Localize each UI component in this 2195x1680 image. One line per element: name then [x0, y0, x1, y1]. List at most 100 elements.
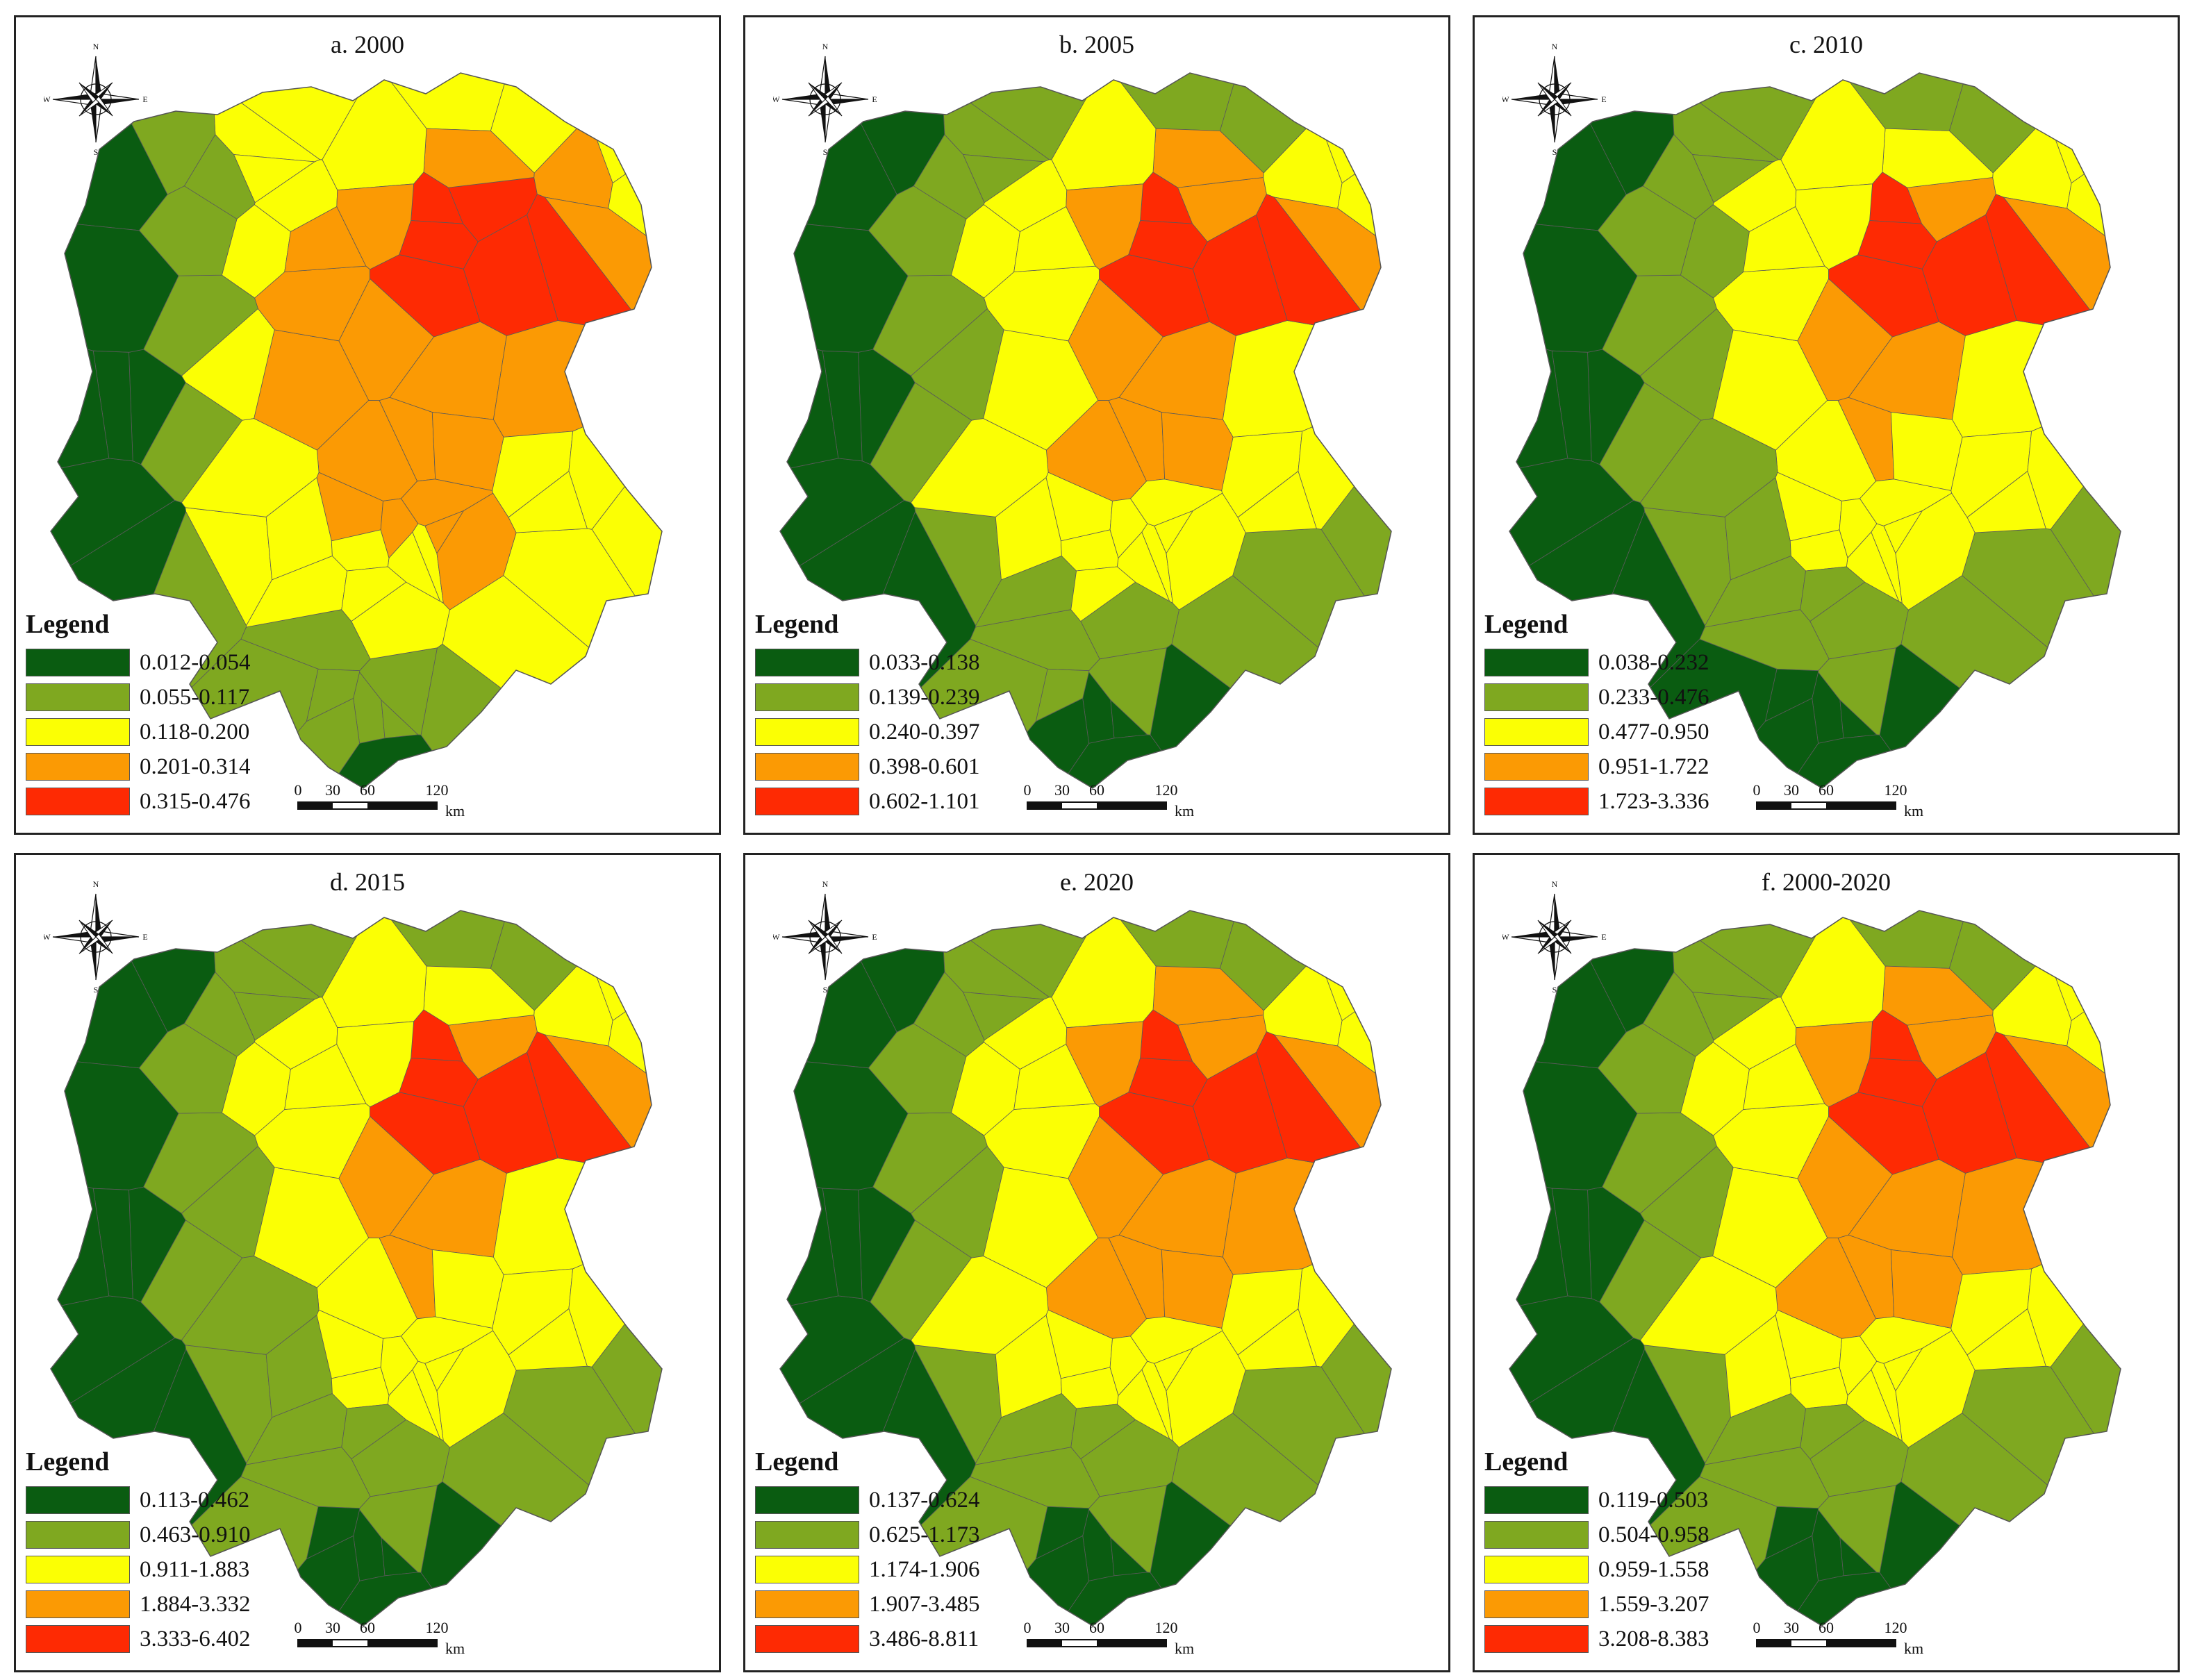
legend-item: 0.139-0.239 [755, 680, 980, 715]
scale-tick-label: 120 [1885, 1619, 1907, 1636]
legend-item: 3.208-8.383 [1484, 1622, 1709, 1656]
county-region [591, 1205, 662, 1562]
compass-label: N [1552, 879, 1558, 889]
scale-tick-label: 30 [325, 1619, 340, 1636]
county-region [463, 1051, 558, 1174]
scale-tick-label: 120 [426, 781, 449, 799]
county-region [1166, 492, 1246, 610]
compass-label: N [93, 42, 99, 51]
county-region [1890, 1249, 1963, 1329]
choropleth-map [50, 910, 663, 1627]
county-region [1192, 1051, 1288, 1174]
legend-item: 0.951-1.722 [1484, 749, 1709, 784]
choropleth-map [779, 910, 1392, 1627]
county-region [2050, 1205, 2121, 1562]
scale-tick-label: 30 [1784, 781, 1799, 799]
compass-label: S [94, 985, 99, 994]
legend-item: 0.315-0.476 [26, 784, 251, 819]
county-region [1890, 412, 1963, 491]
county-region [1222, 320, 1391, 438]
county-region [1775, 400, 1876, 501]
legend-swatch [1484, 1486, 1589, 1514]
county-region [2003, 1034, 2121, 1192]
north-arrow-icon: N S E W [773, 879, 877, 994]
county-region [1109, 498, 1148, 559]
county-region [1320, 1205, 1391, 1562]
county-region [181, 418, 320, 517]
legend-swatch [26, 718, 130, 746]
scale-unit: km [1904, 802, 1923, 820]
scale-tick-label: 0 [1024, 1619, 1032, 1636]
scale-tick-label: 0 [1753, 1619, 1761, 1636]
legend-item: 0.233-0.476 [1484, 680, 1709, 715]
legend-label: 1.884-3.332 [140, 1591, 251, 1617]
compass-label: W [773, 932, 780, 942]
legend: Legend 0.137-0.624 0.625-1.173 1.174-1.9… [755, 1447, 980, 1656]
legend: Legend 0.012-0.054 0.055-0.117 0.118-0.2… [26, 609, 251, 819]
legend-label: 0.033-0.138 [869, 649, 980, 675]
county-region [588, 910, 662, 1022]
scale-tick-label: 120 [1885, 781, 1907, 799]
county-region [181, 1256, 320, 1355]
county-region [341, 566, 407, 622]
legend-item: 0.240-0.397 [755, 715, 980, 749]
legend-swatch [755, 1486, 859, 1514]
map-panel-e: e. 2020 N S E W Legend 0.137-0.624 0.625-1.… [743, 853, 1450, 1672]
legend-swatch [1484, 1521, 1589, 1549]
scale-tick-label: 0 [295, 781, 302, 799]
legend-swatch [1484, 753, 1589, 781]
compass-label: E [142, 932, 147, 942]
county-region [1320, 367, 1391, 724]
map-panel-f: f. 2000-2020 N S E W Legend 0.119-0.503 0.5… [1473, 853, 2180, 1672]
compass-label: S [94, 147, 99, 156]
legend: Legend 0.113-0.462 0.463-0.910 0.911-1.8… [26, 1447, 251, 1656]
county-region [436, 492, 517, 610]
scale-tick-label: 120 [1155, 781, 1178, 799]
county-region [1161, 1249, 1234, 1329]
north-arrow-icon: N S E W [44, 42, 148, 156]
compass-label: S [823, 985, 828, 994]
county-region [463, 214, 558, 336]
map-panel-b: b. 2005 N S E W Legend 0.033-0.138 0.139-0.… [743, 15, 1450, 835]
legend-label: 0.625-1.173 [869, 1522, 980, 1547]
map-panel-c: c. 2010 N S E W Legend 0.038-0.232 0.233-0.… [1473, 15, 2180, 835]
county-region [1895, 1330, 1976, 1448]
county-region [2050, 367, 2121, 724]
county-region [913, 972, 985, 1057]
compass-label: N [822, 879, 829, 889]
scale-tick-label: 0 [1753, 781, 1761, 799]
county-region [1166, 1330, 1246, 1448]
compass-label: E [872, 94, 877, 104]
legend-item: 0.602-1.101 [755, 784, 980, 819]
legend-swatch [755, 1590, 859, 1618]
legend-label: 1.174-1.906 [869, 1556, 980, 1582]
scale-unit: km [1175, 1640, 1194, 1657]
county-region [1800, 1404, 1866, 1460]
scale-tick-label: 60 [360, 781, 375, 799]
legend-swatch [26, 1590, 130, 1618]
legend-title: Legend [1484, 1447, 1568, 1477]
county-region [183, 134, 256, 219]
legend-label: 3.486-8.811 [869, 1626, 979, 1652]
compass-label: S [1552, 147, 1557, 156]
legend-item: 0.477-0.950 [1484, 715, 1709, 749]
legend-swatch [755, 753, 859, 781]
compass-label: E [872, 932, 877, 942]
county-region [1045, 400, 1147, 501]
map-panel-d: d. 2015 N S E W Legend 0.113-0.462 0.463-0.… [14, 853, 721, 1672]
compass-label: E [1601, 932, 1606, 942]
scale-bar: 0 30 60 120 km [295, 781, 465, 820]
county-region [1642, 134, 1714, 219]
compass-label: S [1552, 985, 1557, 994]
compass-label: E [142, 94, 147, 104]
legend-item: 0.119-0.503 [1484, 1483, 1709, 1517]
county-region [911, 1256, 1049, 1355]
scale-unit: km [1904, 1640, 1923, 1657]
compass-label: N [822, 42, 829, 51]
legend-item: 0.118-0.200 [26, 715, 251, 749]
legend-swatch [26, 788, 130, 815]
legend-swatch [26, 1556, 130, 1583]
county-region [380, 498, 419, 559]
county-region [1839, 1336, 1878, 1397]
county-region [913, 134, 985, 219]
